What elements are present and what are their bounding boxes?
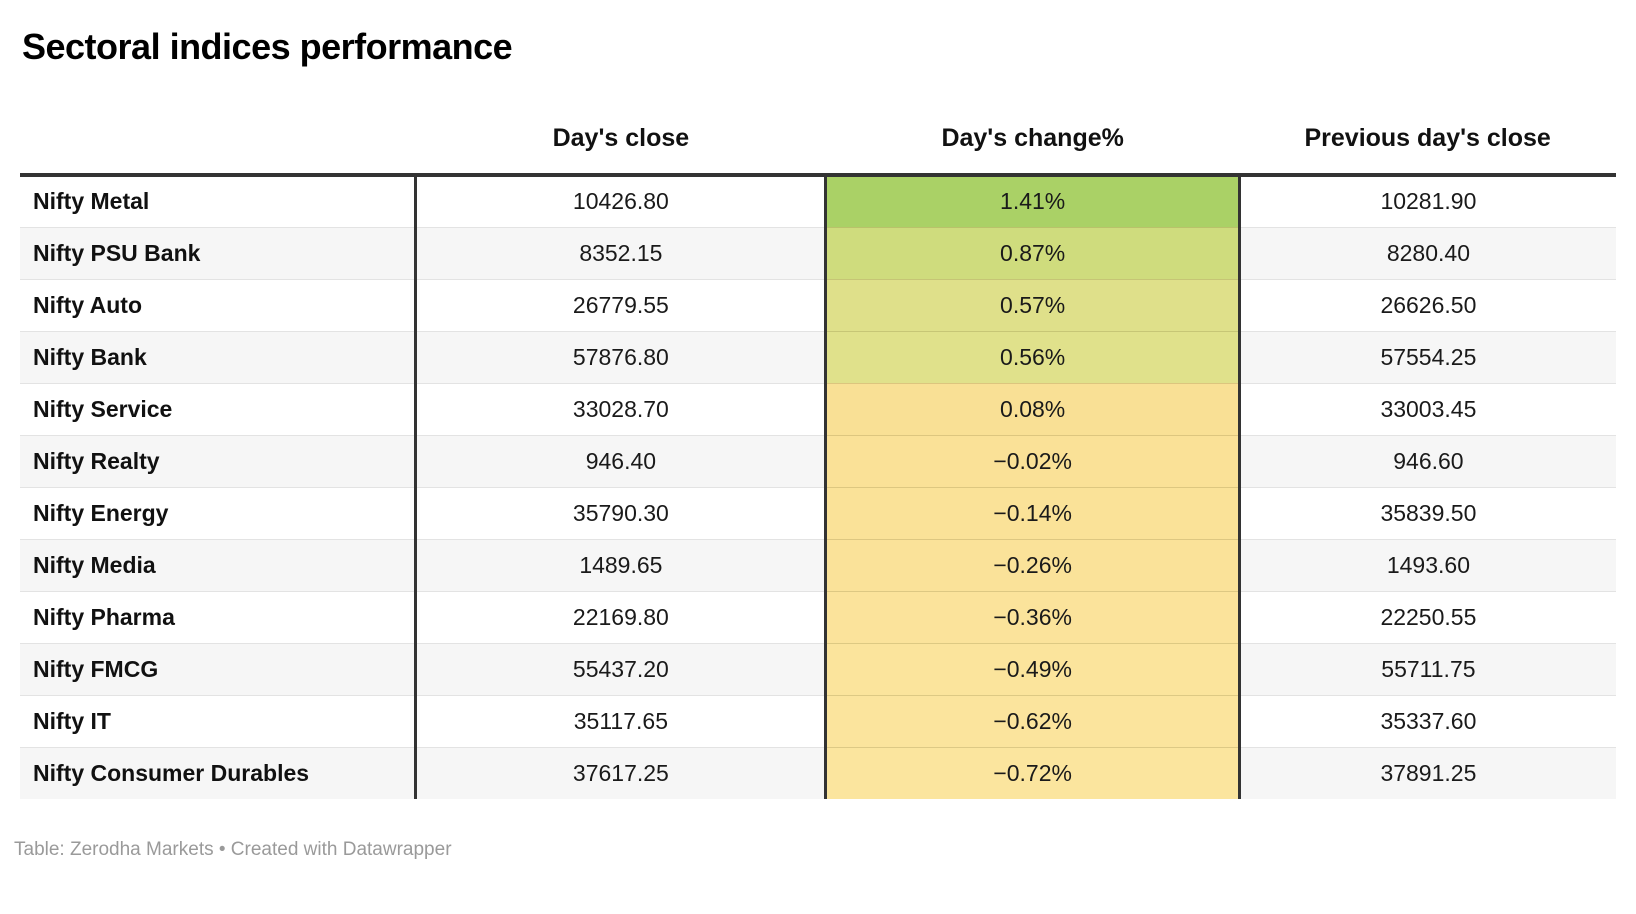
table-row: Nifty Realty 946.40 −0.02% 946.60 [20,434,1616,487]
table-row: Nifty PSU Bank 8352.15 0.87% 8280.40 [20,226,1616,279]
days-change-cell: −0.14% [824,486,1241,539]
prev-close-cell: 35337.60 [1239,694,1616,747]
days-close-cell: 10426.80 [414,175,826,227]
days-close-cell: 35117.65 [414,694,826,747]
attribution-credit: Table: Zerodha Markets • Created with Da… [14,839,452,860]
days-change-cell: 1.41% [824,175,1241,227]
days-change-cell: −0.36% [824,590,1241,643]
prev-close-cell: 33003.45 [1239,382,1616,435]
days-close-cell: 33028.70 [414,382,826,435]
row-label: Nifty Pharma [20,590,416,643]
row-label: Nifty IT [20,694,416,747]
table-row: Nifty IT 35117.65 −0.62% 35337.60 [20,694,1616,747]
table-body: Nifty Metal 10426.80 1.41% 10281.90 Nift… [20,175,1616,799]
days-close-cell: 57876.80 [414,330,826,383]
row-label: Nifty FMCG [20,642,416,695]
table-row: Nifty Auto 26779.55 0.57% 26626.50 [20,278,1616,331]
row-label: Nifty Service [20,382,416,435]
days-close-cell: 37617.25 [414,746,826,799]
table-row: Nifty Media 1489.65 −0.26% 1493.60 [20,538,1616,591]
row-label: Nifty Energy [20,486,416,539]
prev-close-cell: 1493.60 [1239,538,1616,591]
row-label: Nifty Metal [33,188,150,215]
days-close-cell: 22169.80 [414,590,826,643]
days-change-cell: −0.62% [824,694,1241,747]
prev-close-cell: 8280.40 [1239,226,1616,279]
table-header: Day's close Day's change% Previous day's… [20,102,1616,177]
prev-close-cell: 22250.55 [1239,590,1616,643]
days-change-cell: 0.87% [824,226,1241,279]
table-row: Nifty Metal 10426.80 1.41% 10281.90 [20,175,1616,227]
prev-close-cell: 26626.50 [1239,278,1616,331]
days-close-cell: 26779.55 [414,278,826,331]
days-close-cell: 55437.20 [414,642,826,695]
prev-close-cell: 55711.75 [1239,642,1616,695]
header-days-close: Day's close [415,102,826,177]
header-days-change: Day's change% [825,102,1240,177]
header-row: Day's close Day's change% Previous day's… [20,102,1616,177]
row-label: Nifty PSU Bank [20,226,416,279]
days-change-cell: −0.26% [824,538,1241,591]
header-index-column [20,102,416,177]
prev-close-cell: 57554.25 [1239,330,1616,383]
table-row: Nifty Pharma 22169.80 −0.36% 22250.55 [20,590,1616,643]
table-row: Nifty Energy 35790.30 −0.14% 35839.50 [20,486,1616,539]
days-close-cell: 1489.65 [414,538,826,591]
days-change-cell: 0.08% [824,382,1241,435]
prev-close-cell: 37891.25 [1239,746,1616,799]
prev-close-cell: 35839.50 [1239,486,1616,539]
row-label: Nifty Realty [20,434,416,487]
days-close-cell: 8352.15 [414,226,826,279]
prev-close-cell: 946.60 [1239,434,1616,487]
days-change-cell: 0.56% [824,330,1241,383]
page-title: Sectoral indices performance [22,26,513,67]
row-label: Nifty Consumer Durables [20,746,416,799]
table-row: Nifty Consumer Durables 37617.25 −0.72% … [20,746,1616,799]
days-change-cell: −0.02% [824,434,1241,487]
days-close-cell: 35790.30 [414,486,826,539]
row-label: Nifty Auto [20,278,416,331]
header-prev-close: Previous day's close [1239,102,1616,177]
sectoral-indices-table: Day's close Day's change% Previous day's… [20,102,1616,799]
days-close-cell: 946.40 [414,434,826,487]
days-change-cell: 0.57% [824,278,1241,331]
prev-close-cell: 10281.90 [1380,188,1477,215]
days-change-cell: −0.72% [824,746,1241,799]
table-row: Nifty Bank 57876.80 0.56% 57554.25 [20,330,1616,383]
table-row: Nifty Service 33028.70 0.08% 33003.45 [20,382,1616,435]
table-row: Nifty FMCG 55437.20 −0.49% 55711.75 [20,642,1616,695]
row-label: Nifty Media [20,538,416,591]
row-label: Nifty Bank [20,330,416,383]
days-change-cell: −0.49% [824,642,1241,695]
